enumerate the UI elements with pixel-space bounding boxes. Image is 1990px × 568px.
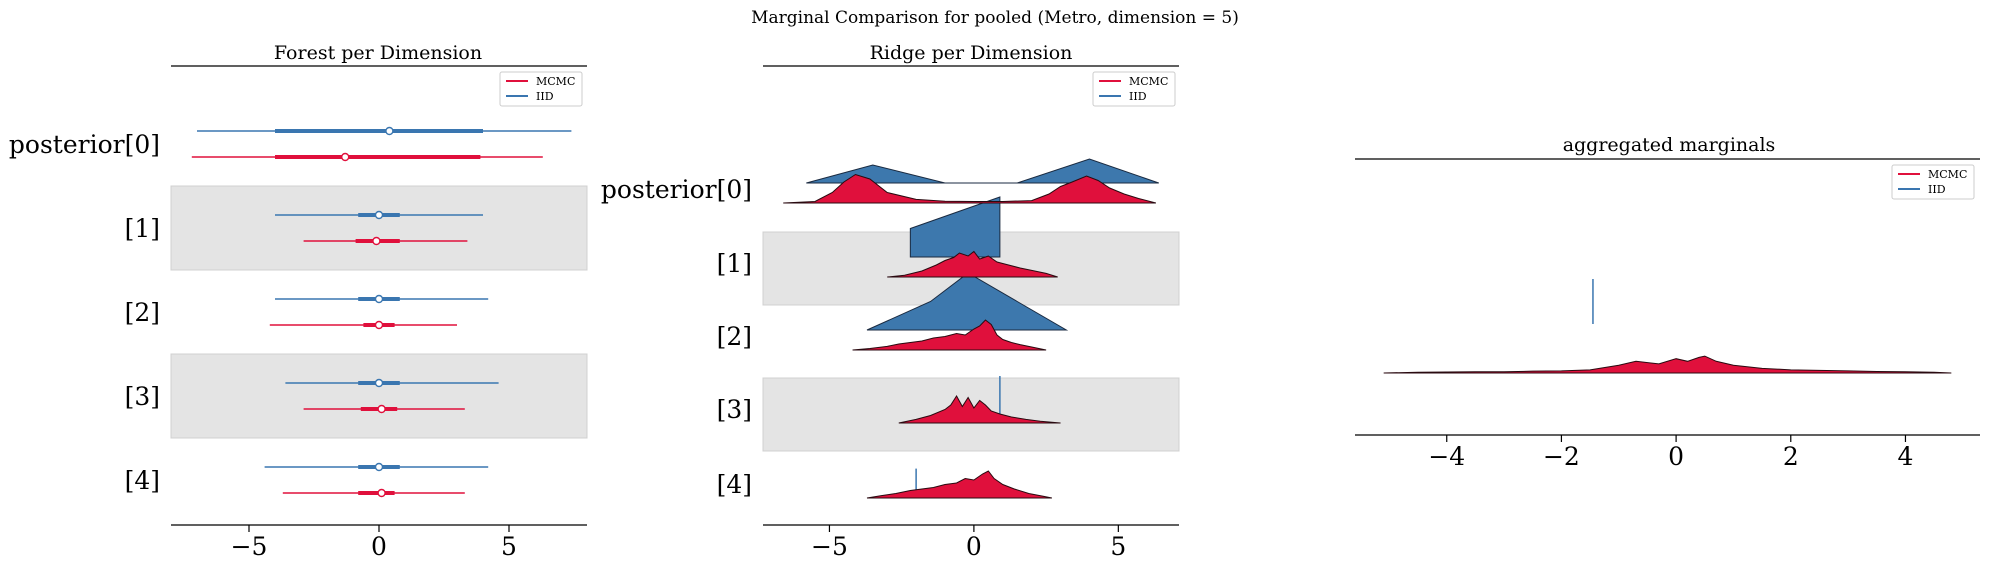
aggregated-xtick-label: 0 [1668, 442, 1684, 471]
ridge-legend-iid-label: IID [1129, 90, 1147, 103]
ridge-title: Ridge per Dimension [870, 42, 1073, 64]
forest-point [374, 294, 384, 304]
ridge-category-label: [4] [717, 470, 752, 499]
forest-xtick-label: 0 [371, 532, 387, 561]
aggregated-x-ticks: −4 −2 0 2 4 [1428, 435, 1913, 471]
forest-category-label: [2] [125, 298, 160, 327]
forest-title: Forest per Dimension [274, 42, 482, 64]
aggregated-panel: aggregated marginals −4 −2 0 2 4 MCMC IID [1355, 134, 1980, 471]
forest-row-band [170, 185, 588, 271]
aggregated-xtick-label: −2 [1543, 442, 1580, 471]
forest-category-labels: posterior[0] [1] [2] [3] [4] [9, 130, 160, 495]
forest-x-ticks: −5 0 5 [231, 525, 517, 561]
forest-legend: MCMC IID [499, 71, 583, 107]
aggregated-xtick-label: 4 [1898, 442, 1914, 471]
ridge-category-label: [1] [717, 249, 752, 278]
ridge-x-ticks: −5 0 5 [811, 525, 1126, 561]
aggregated-legend-iid-label: IID [1928, 183, 1946, 196]
ridge-category-labels: posterior[0] [1] [2] [3] [4] [601, 175, 752, 499]
ridge-mcmc-density [852, 319, 1047, 351]
forest-legend-iid-label: IID [536, 90, 554, 103]
ridge-iid-density [909, 196, 1001, 258]
forest-point [374, 462, 384, 472]
forest-category-label: [4] [125, 466, 160, 495]
ridge-category-label: posterior[0] [601, 175, 752, 204]
forest-point [377, 488, 386, 498]
ridge-mcmc-density [783, 173, 1157, 204]
forest-legend-mcmc-label: MCMC [536, 75, 575, 88]
forest-point [374, 378, 384, 388]
ridge-xtick-label: 0 [966, 532, 982, 561]
forest-marks [191, 126, 572, 498]
forest-xtick-label: 5 [501, 532, 517, 561]
ridge-xtick-label: 5 [1110, 532, 1126, 561]
forest-point [372, 236, 381, 246]
forest-point [385, 126, 394, 136]
ridge-category-label: [2] [717, 322, 752, 351]
aggregated-mcmc-density [1383, 355, 1952, 374]
ridge-xtick-label: −5 [811, 532, 848, 561]
forest-xtick-label: −5 [231, 532, 268, 561]
aggregated-legend-mcmc-label: MCMC [1928, 168, 1967, 181]
forest-point [374, 320, 384, 330]
ridge-row-bands [762, 231, 1180, 452]
figure-suptitle: Marginal Comparison for pooled (Metro, d… [751, 8, 1239, 28]
ridge-panel: Ridge per Dimension posterior[0] [1] [2] [3… [601, 42, 1180, 561]
aggregated-xtick-label: 2 [1783, 442, 1799, 471]
forest-row-bands [170, 185, 588, 439]
ridge-mcmc-density [866, 470, 1052, 499]
ridge-mcmc-density [898, 395, 1061, 424]
ridge-iid-density [806, 158, 1159, 184]
forest-category-label: [3] [125, 382, 160, 411]
ridge-category-label: [3] [717, 395, 752, 424]
forest-category-label: [1] [125, 214, 160, 243]
aggregated-title: aggregated marginals [1563, 134, 1776, 156]
ridge-legend: MCMC IID [1092, 71, 1176, 107]
aggregated-marks [1383, 279, 1952, 374]
ridge-legend-mcmc-label: MCMC [1129, 75, 1168, 88]
aggregated-legend: MCMC IID [1891, 164, 1975, 200]
forest-point [374, 210, 384, 220]
aggregated-xtick-label: −4 [1428, 442, 1465, 471]
forest-row-band [170, 353, 588, 439]
forest-point [377, 404, 386, 414]
forest-panel: Forest per Dimension posterior[0] [1] [2] [… [9, 42, 588, 561]
ridge-iid-density [866, 272, 1069, 331]
ridge-mcmc-density [887, 250, 1058, 278]
ridge-marks [783, 158, 1159, 499]
forest-category-label: posterior[0] [9, 130, 160, 159]
forest-point [341, 152, 350, 162]
